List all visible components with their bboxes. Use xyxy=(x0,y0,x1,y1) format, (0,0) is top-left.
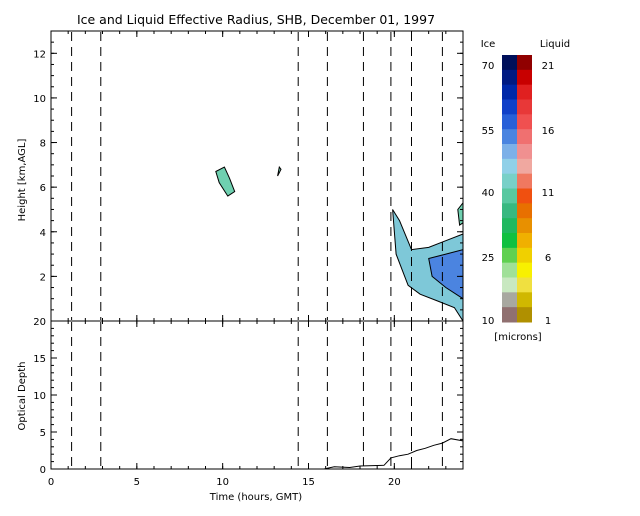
ytick-label-0-5: 12 xyxy=(33,49,46,60)
colorbar-ice-swatch-8 xyxy=(502,173,517,189)
colorbar-ice-swatch-14 xyxy=(502,262,517,278)
xtick-label-1: 5 xyxy=(134,477,140,488)
colorbar-liquid-tick-2: 11 xyxy=(542,188,555,199)
colorbar-ice-swatch-15 xyxy=(502,277,517,293)
colorbar-ice-tick-4: 10 xyxy=(482,316,495,327)
axes-layer: 2 4 6 8 10 12 0 5 10 15 20 0 5 10 15 20 xyxy=(33,30,464,488)
colorbar-liquid-swatch-0 xyxy=(517,55,532,71)
colorbar-ice-swatch-17 xyxy=(502,307,517,323)
colorbar-ice-tick-3: 25 xyxy=(482,253,495,264)
colorbar-liquid-swatch-16 xyxy=(517,292,532,308)
ytick-label-1-0: 0 xyxy=(40,465,46,476)
xtick-label-0: 0 xyxy=(48,477,54,488)
colorbar-liquid-swatch-3 xyxy=(517,99,532,115)
colorbar-liquid-swatch-15 xyxy=(517,277,532,293)
chart-title: Ice and Liquid Effective Radius, SHB, De… xyxy=(77,12,435,27)
colorbar-liquid-swatch-6 xyxy=(517,144,532,160)
time-axis-label: Time (hours, GMT) xyxy=(209,492,303,503)
ytick-label-0-2: 6 xyxy=(40,183,46,194)
colorbar-liquid-tick-4: 1 xyxy=(545,316,551,327)
colorbar-liquid-swatch-17 xyxy=(517,307,532,323)
colorbar-ice-swatch-16 xyxy=(502,292,517,308)
colorbar-liquid-swatch-13 xyxy=(517,247,532,264)
colorbar-ice-swatch-4 xyxy=(502,114,517,130)
colorbar-ice-tick-2: 40 xyxy=(482,188,495,199)
colorbar-liquid-swatch-7 xyxy=(517,158,532,175)
xtick-label-4: 20 xyxy=(388,477,401,488)
colorbar-liquid-swatch-9 xyxy=(517,188,532,204)
colorbar-liquid-swatch-14 xyxy=(517,262,532,278)
xtick-label-3: 15 xyxy=(302,477,315,488)
ytick-label-1-4: 20 xyxy=(33,317,46,328)
colorbar-liquid-label: Liquid xyxy=(540,39,570,50)
cloud-patch-1 xyxy=(277,165,282,177)
colorbar-liquid-swatch-10 xyxy=(517,203,532,219)
colorbar-liquid-swatch-1 xyxy=(517,69,532,86)
colorbar-liquid-swatch-4 xyxy=(517,114,532,130)
data-layer xyxy=(51,32,464,470)
colorbar-liquid-swatch-12 xyxy=(517,233,532,249)
colorbar-liquid-tick-1: 16 xyxy=(542,126,555,137)
ytick-label-0-4: 10 xyxy=(33,94,46,105)
colorbar-ice-swatch-7 xyxy=(502,158,517,175)
colorbar-ice-swatch-0 xyxy=(502,55,517,71)
ytick-label-0-0: 2 xyxy=(40,272,46,283)
xtick-label-2: 10 xyxy=(216,477,229,488)
colorbar-liquid-swatch-8 xyxy=(517,173,532,189)
colorbar: Ice Liquid [microns] 70 55 40 25 10 21 16 11 6 1 xyxy=(481,39,570,343)
colorbar-ice-swatch-9 xyxy=(502,188,517,204)
colorbar-ice-label: Ice xyxy=(481,39,496,50)
height-axis-label: Height [km,AGL] xyxy=(17,139,28,222)
colorbar-liquid-swatch-2 xyxy=(517,84,532,100)
plot-frame-1 xyxy=(50,320,464,470)
ytick-label-0-3: 8 xyxy=(40,139,46,150)
optical-depth-axis-label: Optical Depth xyxy=(17,362,28,431)
colorbar-ice-swatch-12 xyxy=(502,233,517,249)
colorbar-ice-swatch-6 xyxy=(502,144,517,160)
cloud-patch-2 xyxy=(392,209,464,323)
colorbar-ice-tick-0: 70 xyxy=(482,61,495,72)
colorbar-ice-swatch-10 xyxy=(502,203,517,219)
colorbar-ice-swatch-11 xyxy=(502,218,517,234)
colorbar-units-label: [microns] xyxy=(494,332,541,343)
cloud-patch-0 xyxy=(215,166,236,197)
ytick-label-1-3: 15 xyxy=(33,354,46,365)
colorbar-ice-swatch-1 xyxy=(502,69,517,86)
optical-depth-line xyxy=(51,438,464,470)
colorbar-ice-swatch-13 xyxy=(502,247,517,264)
colorbar-ice-swatch-3 xyxy=(502,99,517,115)
ytick-label-1-1: 5 xyxy=(40,428,46,439)
colorbar-ice-swatch-2 xyxy=(502,84,517,100)
plot-frame-0 xyxy=(50,30,464,322)
ytick-label-0-1: 4 xyxy=(40,228,46,239)
cloud-patch-4 xyxy=(457,201,464,226)
ytick-label-1-2: 10 xyxy=(33,391,46,402)
colorbar-liquid-swatch-5 xyxy=(517,129,532,145)
colorbar-liquid-tick-3: 6 xyxy=(545,253,551,264)
colorbar-liquid-tick-0: 21 xyxy=(542,61,555,72)
colorbar-ice-tick-1: 55 xyxy=(482,126,495,137)
colorbar-liquid-swatch-11 xyxy=(517,218,532,234)
colorbar-ice-swatch-5 xyxy=(502,129,517,145)
